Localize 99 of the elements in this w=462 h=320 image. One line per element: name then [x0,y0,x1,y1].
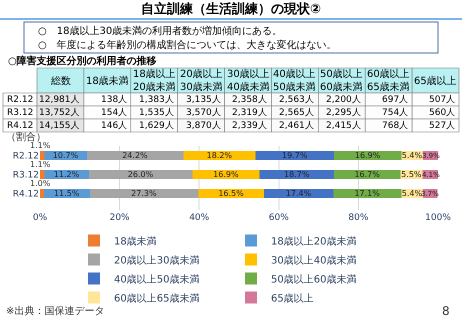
data-label: 2,358人 [232,94,267,105]
data-label: 16.5% [218,188,244,198]
data-label: 16.9% [213,170,239,179]
bar [86,151,184,160]
data-label: 17.1% [354,188,380,198]
x-tick-label: 20% [110,213,130,223]
data-label: 16.9% [354,150,381,160]
bar [88,170,192,179]
legend-label: 20歳以上30歳未満 [114,254,200,266]
text: ○ 18歳以上30歳未満の利用者数が増加傾向にある。 [38,25,282,37]
x-tick-label: 40歳以上 50歳未満 [273,68,316,93]
legend-label: 18歳以上20歳未満 [271,235,356,248]
data-label: 5.4% [402,188,422,198]
data-label: 17.4% [286,188,312,198]
data-label: 19.7% [282,150,308,160]
legend-label: 30歳以上40歳未満 [271,254,356,266]
bar [334,170,401,179]
bar [198,189,264,198]
bar [40,170,44,179]
data-label: 768人 [382,120,408,131]
legend-label: 60歳以上65歳未満 [114,292,200,304]
data-label: 10.7% [52,150,79,160]
data-label: 24.2% [122,150,148,160]
legend-label: 65歳以上 [271,292,314,304]
data-label: 11.2% [54,170,80,179]
bar [90,189,198,198]
data-label: 697人 [382,94,408,105]
x-tick-label: 30歳以上 40歳未満 [227,68,270,93]
data-label: 154人 [101,107,128,118]
bar [183,151,256,160]
bar [256,151,334,160]
data-label: 2,200人 [326,94,361,105]
data-label: 16.7% [354,170,380,179]
y-tick-label: R2.12 [7,95,34,105]
y-tick-label: R3.12 [12,170,39,181]
data-label: 11.5% [54,188,80,198]
x-tick-label: 80% [348,213,369,223]
data-label: 2,565人 [279,107,314,118]
data-label: 12,981人 [39,94,80,105]
data-label: 2,461人 [279,120,314,131]
data-label: 146人 [101,120,128,131]
x-tick-label: 20歳以上 30歳未満 [180,68,223,93]
data-label: 3,570人 [186,107,221,118]
text: 8 [442,304,450,318]
bar [40,151,44,160]
x-tick-label: 65歳以上 [414,75,457,87]
chart-title: ○障害支援区分別の利用者の推移 [8,55,157,67]
bar [264,189,334,198]
data-label: 527人 [429,120,456,131]
text: ○ 年度による年齢別の構成割合については、大きな変化はない。 [38,39,337,51]
legend-label: 50歳以上60歳未満 [271,273,356,286]
data-label: 1,535人 [139,107,174,118]
data-label: 26.0% [128,170,154,179]
data-label: 5.4% [402,150,422,160]
data-label: 2,563人 [279,94,314,105]
text: 自立訓練（生活訓練）の現状② [141,1,322,17]
annotation: （割合） [6,131,46,143]
data-label: 3,135人 [186,94,221,105]
x-tick-label: 40% [189,213,210,223]
legend-label: 40歳以上50歳未満 [114,273,200,286]
x-tick-label: 100% [425,213,452,223]
y-tick-label: R2.12 [12,152,39,162]
data-label: 18.7% [284,170,310,179]
data-label: 754人 [382,107,408,118]
data-label: 27.3% [131,188,157,198]
x-tick-label: 18歳未満 [86,75,129,87]
data-label: 1.0% [30,179,51,188]
y-tick-label: R4.12 [12,190,39,200]
bar [334,151,402,160]
y-tick-label: R4.12 [7,121,34,131]
y-tick-label: R3.12 [7,108,34,118]
data-label: 18.2% [206,150,232,160]
data-label: 560人 [429,107,456,118]
x-tick-label: 0% [32,213,48,223]
data-label: 14,155人 [39,120,80,131]
x-tick-label: 総数 [50,75,71,87]
data-label: 1,629人 [139,120,174,131]
legend-label: 18歳未満 [114,235,157,248]
data-label: 3,870人 [186,120,221,131]
data-label: 2,339人 [232,120,267,131]
data-label: 138人 [101,94,128,105]
bar [40,189,44,198]
data-label: 1.1% [30,160,51,169]
x-tick-label: 50歳以上 60歳未満 [320,68,363,93]
data-label: 5.5% [401,170,422,179]
x-tick-label: 60歳以上 65歳未満 [367,68,410,93]
x-tick-label: 18歳以上 20歳未満 [133,68,176,93]
bar [260,170,334,179]
text: ※出典：国保連データ [6,305,104,317]
data-label: 2,295人 [326,107,361,118]
data-label: 507人 [429,94,456,105]
bar [192,170,260,179]
data-label: 1,383人 [139,94,174,105]
data-label: 2,319人 [232,107,267,118]
x-tick-label: 60% [268,213,290,223]
data-label: 2,415人 [326,120,361,131]
bar [333,189,402,198]
data-label: 13,752人 [39,107,80,118]
data-label: 1.1% [30,141,51,150]
